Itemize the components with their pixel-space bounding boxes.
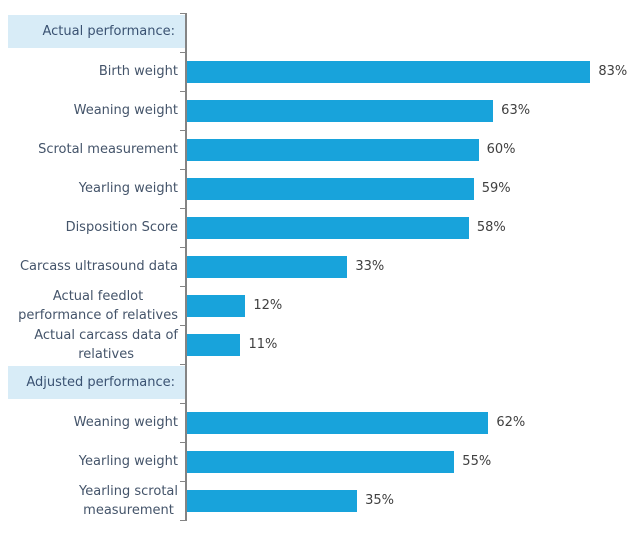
bar <box>187 177 474 200</box>
section-header-label: Adjusted performance: <box>26 375 175 390</box>
plot-cell: 63% <box>185 91 640 130</box>
axis-tick <box>180 481 185 482</box>
category-label-cell: Actual feedlot performance of relatives <box>0 286 185 325</box>
value-label: 33% <box>355 259 385 274</box>
axis-tick <box>180 364 185 365</box>
value-label: 58% <box>476 220 506 235</box>
chart-row: Weaning weight 63% <box>0 91 640 130</box>
plot-cell: 12% <box>185 286 640 325</box>
value-label: 35% <box>365 493 394 508</box>
category-label: Yearling weight <box>78 181 178 196</box>
category-label-cell: Disposition Score <box>0 208 185 247</box>
category-label-cell: Yearling weight <box>0 169 185 208</box>
value-label: 55% <box>462 454 492 469</box>
category-label: Weaning weight <box>73 103 178 118</box>
axis-tick <box>180 403 185 404</box>
plot-cell: 33% <box>185 247 640 286</box>
bar <box>187 411 489 434</box>
chart-row: Yearling weight 59% <box>0 169 640 208</box>
category-label: Birth weight <box>98 64 178 79</box>
category-label: Scrotal measurement <box>38 142 178 157</box>
plot-cell: 60% <box>185 130 640 169</box>
plot-cell: 55% <box>185 442 640 481</box>
axis-tick <box>180 52 185 53</box>
plot-cell: 83% <box>185 52 640 91</box>
axis-tick <box>180 169 185 170</box>
chart-row: Carcass ultrasound data 33% <box>0 247 640 286</box>
axis-tick <box>180 208 185 209</box>
category-label: Yearling weight <box>78 454 178 469</box>
chart-row: Birth weight 83% <box>0 52 640 91</box>
category-label-cell: Weaning weight <box>0 403 185 442</box>
category-label-cell: Scrotal measurement <box>0 130 185 169</box>
plot-cell: 11% <box>185 325 640 364</box>
plot-cell: 58% <box>185 208 640 247</box>
category-label-cell: Weaning weight <box>0 91 185 130</box>
category-axis-line <box>185 13 187 521</box>
category-label-cell: Actual carcass data of relatives <box>0 325 185 364</box>
chart-row: Disposition Score 58% <box>0 208 640 247</box>
value-label: 11% <box>248 337 278 352</box>
category-label-cell: Yearling scrotal measurement <box>0 481 185 520</box>
value-label: 62% <box>496 415 526 430</box>
bar <box>187 99 494 122</box>
bar <box>187 333 241 356</box>
category-label: Weaning weight <box>73 415 178 430</box>
axis-tick <box>180 91 185 92</box>
bar <box>187 138 479 161</box>
axis-tick <box>180 325 185 326</box>
section-header-row: Actual performance: <box>0 13 640 52</box>
section-header: Actual performance: <box>8 15 185 48</box>
plot-cell: 62% <box>185 403 640 442</box>
axis-tick <box>180 442 185 443</box>
category-label: Carcass ultrasound data <box>19 259 178 274</box>
category-label: Actual feedlot performance of relatives <box>18 288 178 323</box>
bar <box>187 294 246 317</box>
value-label: 63% <box>501 103 531 118</box>
category-label: Yearling scrotal measurement <box>79 483 178 518</box>
plot-cell: 59% <box>185 169 640 208</box>
axis-tick <box>180 13 185 14</box>
category-label-cell: Yearling weight <box>0 442 185 481</box>
bar <box>187 255 348 278</box>
axis-tick <box>180 520 185 521</box>
value-label: 59% <box>481 181 511 196</box>
chart-row: Scrotal measurement 60% <box>0 130 640 169</box>
value-label: 12% <box>253 298 283 313</box>
chart-row: Actual carcass data of relatives 11% <box>0 325 640 364</box>
bar <box>187 216 469 239</box>
category-label-cell: Carcass ultrasound data <box>0 247 185 286</box>
category-label: Disposition Score <box>65 220 178 235</box>
chart-rows: Actual performance: Birth weight 83% Weanin… <box>0 13 640 520</box>
bar <box>187 450 455 473</box>
chart-row: Weaning weight 62% <box>0 403 640 442</box>
category-label-cell: Birth weight <box>0 52 185 91</box>
plot-cell: 35% <box>185 481 640 520</box>
section-header-label: Actual performance: <box>42 24 176 39</box>
bar <box>187 489 358 512</box>
chart-row: Yearling weight 55% <box>0 442 640 481</box>
chart-row: Actual feedlot performance of relatives 1… <box>0 286 640 325</box>
section-header: Adjusted performance: <box>8 366 185 399</box>
axis-tick <box>180 286 185 287</box>
section-header-row: Adjusted performance: <box>0 364 640 403</box>
value-label: 60% <box>486 142 516 157</box>
axis-tick <box>180 130 185 131</box>
value-label: 83% <box>598 64 628 79</box>
chart-row: Yearling scrotal measurement 35% <box>0 481 640 520</box>
category-label: Actual carcass data of relatives <box>34 327 178 362</box>
bar <box>187 60 591 83</box>
axis-tick <box>180 247 185 248</box>
